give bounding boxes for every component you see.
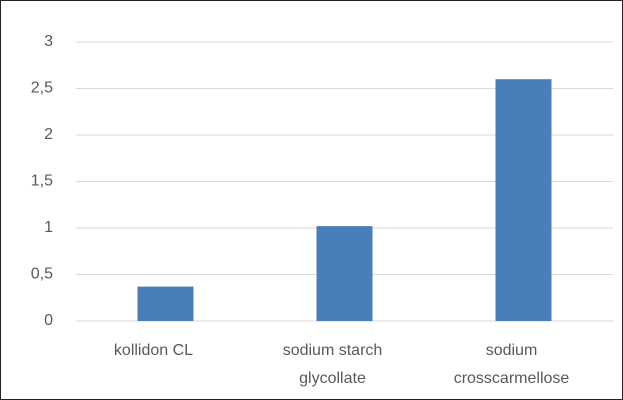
x-tick-label: sodium starch glycollate xyxy=(282,342,383,387)
y-tick-label: 0 xyxy=(44,312,53,329)
x-tick-label: kollidon CL xyxy=(113,342,194,359)
y-tick-label: 0,5 xyxy=(31,266,53,283)
y-tick-label: 2,5 xyxy=(31,80,53,97)
y-tick-label: 1 xyxy=(44,219,53,236)
bar xyxy=(316,226,373,321)
x-tick-label: sodium crosscarmellose xyxy=(453,342,570,387)
y-tick-label: 3 xyxy=(44,33,53,50)
y-tick-label: 2 xyxy=(44,126,53,143)
bar xyxy=(137,286,194,321)
y-tick-label: 1,5 xyxy=(31,173,53,190)
bar xyxy=(495,79,552,321)
